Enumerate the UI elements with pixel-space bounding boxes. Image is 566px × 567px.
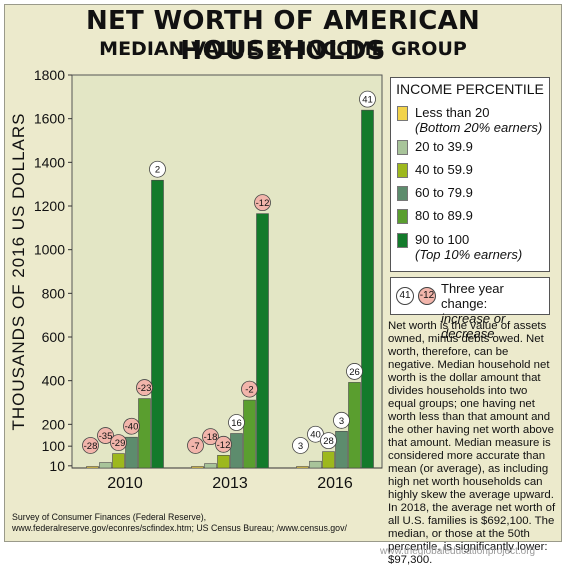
bar <box>112 453 125 469</box>
change-badge <box>110 434 127 451</box>
y-tick-label: 10 <box>49 458 65 474</box>
change-badge-label: 26 <box>349 367 360 378</box>
change-badge-label: -28 <box>84 441 98 452</box>
bar <box>361 109 374 469</box>
change-badge-label: 3 <box>298 441 303 452</box>
change-badge <box>215 435 232 453</box>
change-legend-sublabel: increase or decrease <box>441 311 506 341</box>
plot-area <box>71 74 383 469</box>
change-badge <box>254 194 271 212</box>
change-badge-label: -2 <box>245 385 253 396</box>
change-badge <box>82 437 99 454</box>
change-badge <box>228 414 245 431</box>
bar <box>335 431 348 469</box>
y-tick-label: 1600 <box>34 111 65 127</box>
legend-note: (Top 10% earners) <box>415 247 523 262</box>
change-badge-label: -12 <box>256 198 270 209</box>
change-badge-label: 41 <box>362 95 373 106</box>
legend-label: Less than 20 <box>415 105 490 120</box>
change-badge-label: -12 <box>217 440 231 451</box>
bar <box>99 462 112 469</box>
change-badge <box>241 380 258 398</box>
change-badge-label: -7 <box>191 441 199 452</box>
change-legend-label: Three year change: <box>441 281 504 311</box>
change-badge <box>359 90 376 108</box>
change-badge-label: -23 <box>138 383 152 394</box>
legend-swatch <box>397 106 408 121</box>
change-badge-label: -40 <box>125 422 139 433</box>
legend-swatch <box>397 163 408 178</box>
bar <box>151 179 164 469</box>
change-badge-label: 16 <box>231 418 242 429</box>
y-axis-label: THOUSANDS OF 2016 US DOLLARS <box>9 112 28 430</box>
y-tick-label: 800 <box>42 285 66 301</box>
y-tick-label: 200 <box>42 416 66 432</box>
negative-change-badge: -12 <box>418 287 436 305</box>
change-badge <box>187 437 204 454</box>
website-credit: www.theglobaleducationproject.org <box>380 546 536 557</box>
y-tick-label: 400 <box>42 373 66 389</box>
bar <box>243 399 256 469</box>
change-badge <box>97 427 114 444</box>
source-citation: Survey of Consumer Finances (Federal Res… <box>12 512 392 534</box>
bar <box>296 466 309 469</box>
change-badge <box>136 379 153 396</box>
source-line-1: Survey of Consumer Finances (Federal Res… <box>12 512 207 522</box>
y-tick-label: 1200 <box>34 198 65 214</box>
positive-change-badge: 41 <box>396 287 414 305</box>
change-badge-label: -35 <box>99 431 113 442</box>
legend-label: 80 to 89.9 <box>415 208 473 223</box>
chart-subtitle: MEDIAN VALUE BY INCOME GROUP <box>99 38 467 60</box>
legend-swatch <box>397 233 408 248</box>
change-badge-label: -29 <box>112 438 126 449</box>
y-tick-label: 1800 <box>34 67 65 83</box>
three-year-change-legend: 41 -12 Three year change: increase or de… <box>390 277 550 341</box>
source-line-2: www.federalreserve.gov/econres/scfindex.… <box>12 523 347 533</box>
net-worth-explanation: Net worth is the value of assets owned, … <box>388 320 556 566</box>
bar <box>191 466 204 469</box>
change-badge <box>346 363 363 380</box>
bar <box>204 463 217 469</box>
change-badge-label: -18 <box>204 432 218 443</box>
legend-header: INCOME PERCENTILE <box>396 81 544 97</box>
change-badge <box>292 437 309 454</box>
bar <box>348 382 361 469</box>
change-badge <box>123 417 140 435</box>
y-tick-label: 100 <box>42 438 66 454</box>
change-badge-label: 40 <box>310 430 321 441</box>
bar <box>86 466 99 469</box>
bar <box>256 213 269 469</box>
bar <box>230 433 243 469</box>
legend-label: 40 to 59.9 <box>415 162 473 177</box>
bar <box>125 436 138 469</box>
legend-swatch <box>397 140 408 155</box>
change-badge <box>320 432 337 450</box>
change-badge <box>149 160 166 178</box>
change-badge <box>202 428 219 446</box>
legend-swatch <box>397 186 408 201</box>
x-tick-label: 2013 <box>212 475 248 492</box>
y-tick-label: 1400 <box>34 154 65 170</box>
x-tick-label: 2016 <box>317 475 353 492</box>
change-badge-label: 28 <box>323 436 334 447</box>
x-tick-label: 2010 <box>107 475 143 492</box>
chart-title: NET WORTH OF AMERICAN HOUSEHOLDS <box>85 6 481 66</box>
legend-swatch <box>397 209 408 224</box>
y-tick-label: 1000 <box>34 242 65 258</box>
bar <box>309 460 322 469</box>
change-badge <box>333 411 350 429</box>
income-percentile-legend: INCOME PERCENTILE Less than 20 (Bottom 2… <box>390 77 550 272</box>
bar <box>138 398 151 469</box>
change-badge-label: 2 <box>155 165 160 176</box>
change-badge-label: 3 <box>339 416 344 427</box>
y-tick-label: 600 <box>42 329 66 345</box>
legend-label: 60 to 79.9 <box>415 185 473 200</box>
bar <box>322 451 335 469</box>
legend-label: 90 to 100 <box>415 232 470 247</box>
legend-label: 20 to 39.9 <box>415 139 473 154</box>
bar <box>217 455 230 469</box>
legend-note: (Bottom 20% earners) <box>415 120 543 135</box>
